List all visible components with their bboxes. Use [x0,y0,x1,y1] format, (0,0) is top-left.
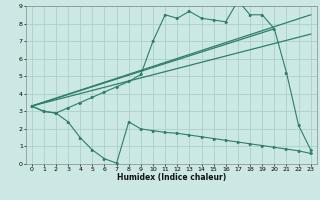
X-axis label: Humidex (Indice chaleur): Humidex (Indice chaleur) [116,173,226,182]
